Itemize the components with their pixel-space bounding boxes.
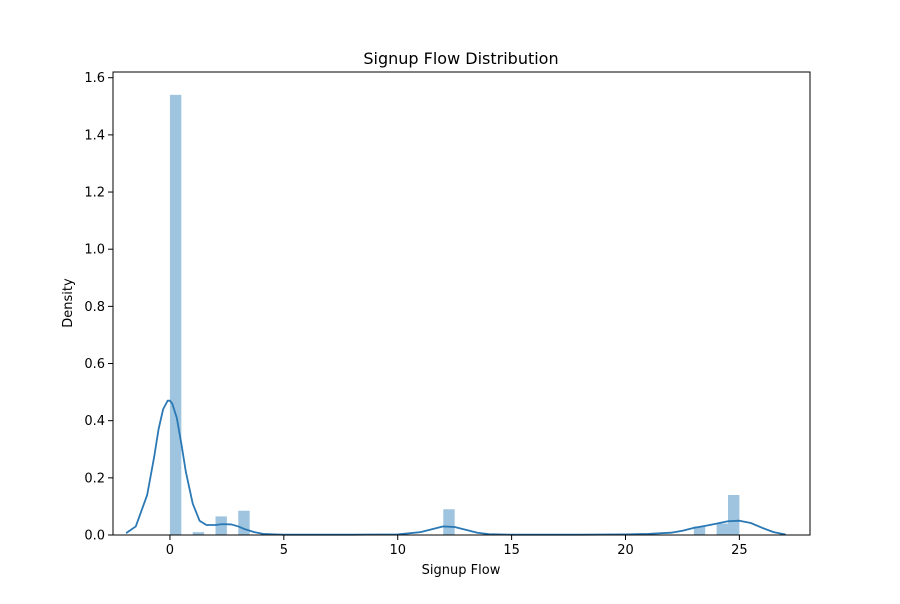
histogram-bar	[238, 510, 250, 535]
histogram-bar	[693, 526, 706, 535]
y-tick-label: 0.0	[84, 529, 105, 544]
kde-curve-layer	[125, 399, 786, 536]
y-tick-label: 1.4	[84, 128, 105, 143]
histogram-bar	[716, 523, 728, 535]
x-tick-label: 10	[389, 543, 406, 558]
kde-line	[125, 399, 786, 536]
y-tick-label: 0.6	[84, 357, 105, 372]
y-tick-label: 0.8	[84, 300, 105, 315]
x-tick-label: 15	[503, 543, 520, 558]
y-tick-label: 1.0	[84, 243, 105, 258]
x-tick-label: 25	[731, 543, 748, 558]
x-axis: 0 5 10 15 20 25	[166, 535, 748, 558]
y-tick-label: 0.4	[84, 414, 105, 429]
x-tick-label: 20	[617, 543, 634, 558]
histogram-bar	[728, 494, 740, 535]
y-tick-label: 1.6	[84, 71, 105, 86]
chart-title: Signup Flow Distribution	[363, 49, 558, 68]
y-axis-label: Density	[61, 278, 76, 328]
plot-frame	[112, 71, 811, 536]
x-axis-label: Signup Flow	[422, 563, 501, 578]
histogram-bars	[169, 94, 740, 536]
histogram-bar	[443, 509, 455, 535]
histogram-bar	[215, 516, 227, 535]
y-tick-label: 1.2	[84, 186, 105, 201]
histogram-bar	[192, 532, 205, 535]
x-tick-label: 0	[166, 543, 174, 558]
histogram-bar	[169, 94, 182, 536]
x-tick-label: 5	[280, 543, 288, 558]
y-tick-label: 0.2	[84, 471, 105, 486]
y-axis: 0.0 0.2 0.4 0.6 0.8 1.0 1.2 1.4 1.6	[84, 71, 113, 544]
